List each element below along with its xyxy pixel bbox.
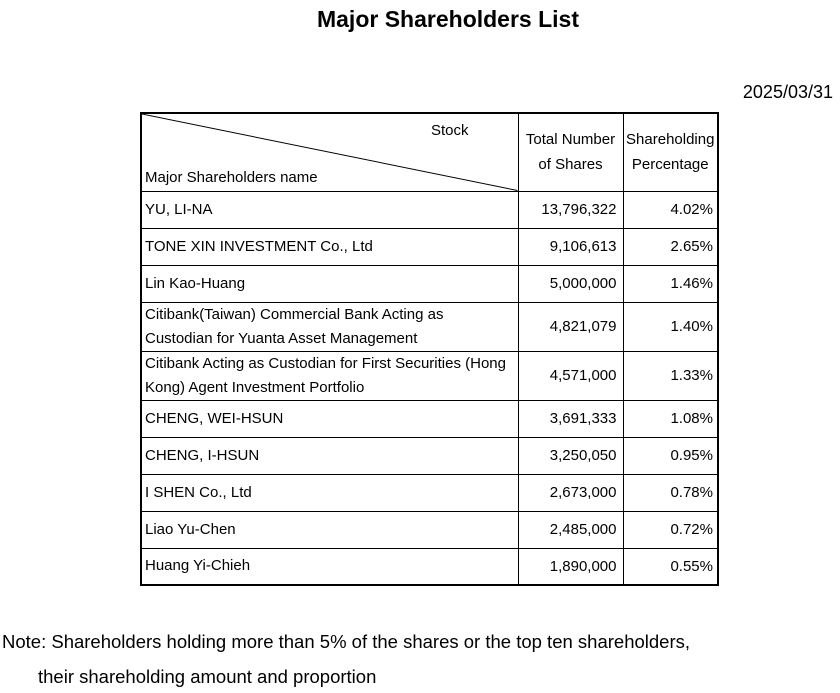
shareholder-name-cell: Lin Kao-Huang <box>140 264 519 303</box>
total-shares-cell: 13,796,322 <box>517 190 624 229</box>
percentage-cell: 0.55% <box>622 547 719 586</box>
shareholder-name-cell: TONE XIN INVESTMENT Co., Ltd <box>140 227 519 266</box>
total-shares-cell: 5,000,000 <box>517 264 624 303</box>
diagonal-divider-line <box>142 114 517 190</box>
shareholders-table: Stock Major Shareholders name Total Numb… <box>140 112 719 586</box>
footnote-line1: Note: Shareholders holding more than 5% … <box>2 631 691 652</box>
corner-header-cell: Stock Major Shareholders name <box>140 112 519 192</box>
table-row: Huang Yi-Chieh 1,890,000 0.55% <box>140 547 719 586</box>
column-header-percentage-line2: Percentage <box>631 156 709 174</box>
shareholder-name-cell: Liao Yu-Chen <box>140 510 519 549</box>
table-row: CHENG, I-HSUN 3,250,050 0.95% <box>140 436 719 475</box>
footnote: Note: Shareholders holding more than 5% … <box>2 624 690 693</box>
table-row: Liao Yu-Chen 2,485,000 0.72% <box>140 510 719 549</box>
report-date: 2025/03/31 <box>742 82 833 102</box>
shareholder-name-cell: CHENG, I-HSUN <box>140 436 519 475</box>
shareholder-name-cell: Citibank(Taiwan) Commercial Bank Acting … <box>140 301 519 352</box>
shareholder-name-cell: CHENG, WEI-HSUN <box>140 399 519 438</box>
table-row: YU, LI-NA 13,796,322 4.02% <box>140 190 719 229</box>
column-header-total-shares-line2: of Shares <box>538 156 603 174</box>
percentage-cell: 4.02% <box>622 190 719 229</box>
column-header-total-shares: Total Number of Shares <box>517 112 624 192</box>
column-header-percentage-line1: Shareholding <box>626 131 715 149</box>
percentage-cell: 0.78% <box>622 473 719 512</box>
table-row: Lin Kao-Huang 5,000,000 1.46% <box>140 264 719 303</box>
total-shares-cell: 2,485,000 <box>517 510 624 549</box>
footnote-line2: their shareholding amount and proportion <box>38 666 377 687</box>
page-title: Major Shareholders List <box>316 6 579 32</box>
percentage-cell: 1.08% <box>622 399 719 438</box>
percentage-cell: 2.65% <box>622 227 719 266</box>
column-header-shareholding-percentage: Shareholding Percentage <box>622 112 719 192</box>
percentage-cell: 1.46% <box>622 264 719 303</box>
shareholder-name-cell: YU, LI-NA <box>140 190 519 229</box>
corner-label-stock: Stock <box>430 122 469 139</box>
shareholder-name-cell: Citibank Acting as Custodian for First S… <box>140 350 519 401</box>
table-row: TONE XIN INVESTMENT Co., Ltd 9,106,613 2… <box>140 227 719 266</box>
column-header-total-shares-line1: Total Number <box>525 131 616 149</box>
corner-label-shareholders-name: Major Shareholders name <box>145 168 318 186</box>
table-header-row: Stock Major Shareholders name Total Numb… <box>140 112 719 192</box>
percentage-cell: 1.40% <box>622 301 719 352</box>
total-shares-cell: 9,106,613 <box>517 227 624 266</box>
table-row: I SHEN Co., Ltd 2,673,000 0.78% <box>140 473 719 512</box>
percentage-cell: 1.33% <box>622 350 719 401</box>
shareholder-name-cell: I SHEN Co., Ltd <box>140 473 519 512</box>
total-shares-cell: 3,250,050 <box>517 436 624 475</box>
table-row: Citibank Acting as Custodian for First S… <box>140 350 719 401</box>
table-row: Citibank(Taiwan) Commercial Bank Acting … <box>140 301 719 352</box>
total-shares-cell: 2,673,000 <box>517 473 624 512</box>
shareholder-name-cell: Huang Yi-Chieh <box>140 547 519 586</box>
table-row: CHENG, WEI-HSUN 3,691,333 1.08% <box>140 399 719 438</box>
percentage-cell: 0.95% <box>622 436 719 475</box>
total-shares-cell: 4,821,079 <box>517 301 624 352</box>
total-shares-cell: 4,571,000 <box>517 350 624 401</box>
total-shares-cell: 1,890,000 <box>517 547 624 586</box>
total-shares-cell: 3,691,333 <box>517 399 624 438</box>
percentage-cell: 0.72% <box>622 510 719 549</box>
